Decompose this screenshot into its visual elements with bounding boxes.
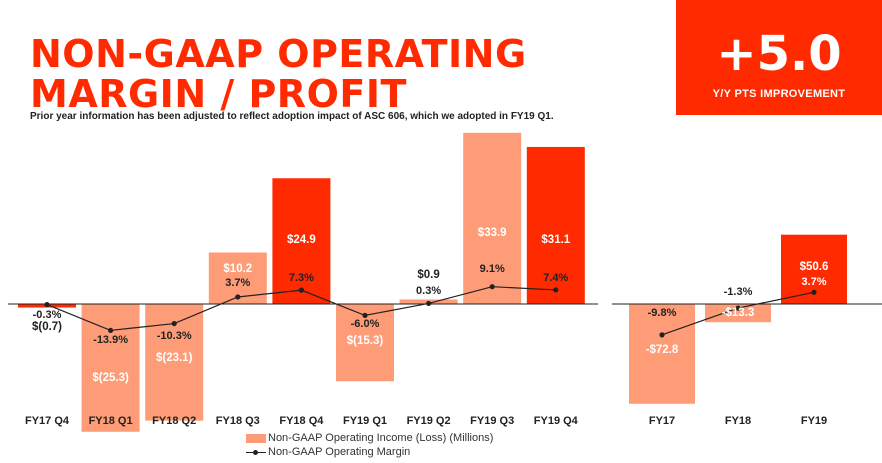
x-tick-label: FY18 xyxy=(725,415,751,427)
bar-value-label: -$72.8 xyxy=(646,344,679,356)
margin-value-label: -1.3% xyxy=(724,286,753,298)
legend-item-income: Non-GAAP Operating Income (Loss) (Millio… xyxy=(246,431,493,445)
margin-value-label: 7.3% xyxy=(289,272,314,284)
margin-value-label: 0.3% xyxy=(416,285,441,297)
margin-value-label: -6.0% xyxy=(351,318,380,330)
bar-value-label: $(25.3) xyxy=(92,372,129,384)
legend-margin-label: Non-GAAP Operating Margin xyxy=(268,446,411,458)
margin-point-fy19-q3 xyxy=(489,284,495,290)
legend-income-label: Non-GAAP Operating Income (Loss) (Millio… xyxy=(268,432,494,444)
margin-value-label: -10.3% xyxy=(157,330,192,342)
bar-fy17 xyxy=(629,304,695,404)
x-tick-label: FY19 Q2 xyxy=(407,415,451,427)
margin-value-label: 9.1% xyxy=(480,263,505,275)
margin-point-fy18 xyxy=(735,305,741,311)
margin-point-fy18-q1 xyxy=(108,327,114,334)
chart-legend: Non-GAAP Operating Income (Loss) (Millio… xyxy=(246,431,493,459)
x-tick-label: FY17 Q4 xyxy=(25,415,70,427)
margin-point-fy19-q1 xyxy=(362,312,368,318)
bar-value-label: $33.9 xyxy=(478,227,507,239)
margin-point-fy17 xyxy=(659,332,665,338)
bar-value-label: $0.9 xyxy=(417,269,439,281)
bar-value-label: $(23.1) xyxy=(156,352,193,364)
x-tick-label: FY17 xyxy=(649,415,675,427)
bar-fy18-q1 xyxy=(81,304,140,432)
bar-value-label: $(0.7) xyxy=(32,321,62,333)
bar-fy19-q4 xyxy=(526,146,585,304)
x-tick-label: FY18 Q1 xyxy=(89,415,133,427)
margin-value-label: 3.7% xyxy=(225,277,250,289)
bar-value-label: -$13.3 xyxy=(722,307,755,319)
margin-point-fy18-q4 xyxy=(298,287,304,293)
x-tick-label: FY19 xyxy=(801,415,827,427)
bar-value-label: $10.2 xyxy=(223,263,252,275)
x-tick-label: FY18 Q4 xyxy=(279,415,324,427)
legend-swatch-icon xyxy=(246,433,266,443)
bar-value-label: $50.6 xyxy=(800,261,829,273)
kpi-callout: +5.0 Y/Y PTS IMPROVEMENT xyxy=(676,0,882,115)
margin-value-label: 7.4% xyxy=(543,272,568,284)
x-tick-label: FY18 Q3 xyxy=(216,415,260,427)
x-tick-label: FY19 Q4 xyxy=(534,415,579,427)
bar-value-label: $31.1 xyxy=(541,234,570,246)
margin-point-fy18-q3 xyxy=(235,294,241,300)
kpi-label: Y/Y PTS IMPROVEMENT xyxy=(712,88,846,100)
bar-fy19-q3 xyxy=(463,132,522,304)
x-tick-label: FY19 Q3 xyxy=(470,415,514,427)
bar-value-label: $24.9 xyxy=(287,234,316,246)
legend-item-margin: Non-GAAP Operating Margin xyxy=(246,445,493,459)
margin-point-fy19-q4 xyxy=(553,287,559,293)
margin-value-label: -9.8% xyxy=(648,307,677,319)
x-tick-label: FY19 Q1 xyxy=(343,415,387,427)
x-tick-label: FY18 Q2 xyxy=(152,415,196,427)
margin-point-fy17-q4 xyxy=(44,301,50,308)
page-title: NON-GAAP OPERATING MARGIN / PROFIT xyxy=(30,32,527,116)
legend-line-marker-icon xyxy=(246,448,266,457)
margin-value-label: -13.9% xyxy=(93,334,128,346)
margin-point-fy19-q2 xyxy=(426,300,432,307)
margin-value-label: -0.3% xyxy=(33,309,62,321)
kpi-value: +5.0 xyxy=(716,26,842,82)
bar-fy18 xyxy=(705,304,771,323)
margin-value-label: 3.7% xyxy=(801,276,826,288)
margin-point-fy18-q2 xyxy=(171,320,177,327)
page-subtitle: Prior year information has been adjusted… xyxy=(30,111,554,122)
bar-fy18-q4 xyxy=(272,178,331,304)
margin-point-fy19 xyxy=(811,289,817,295)
bar-value-label: $(15.3) xyxy=(347,335,384,347)
